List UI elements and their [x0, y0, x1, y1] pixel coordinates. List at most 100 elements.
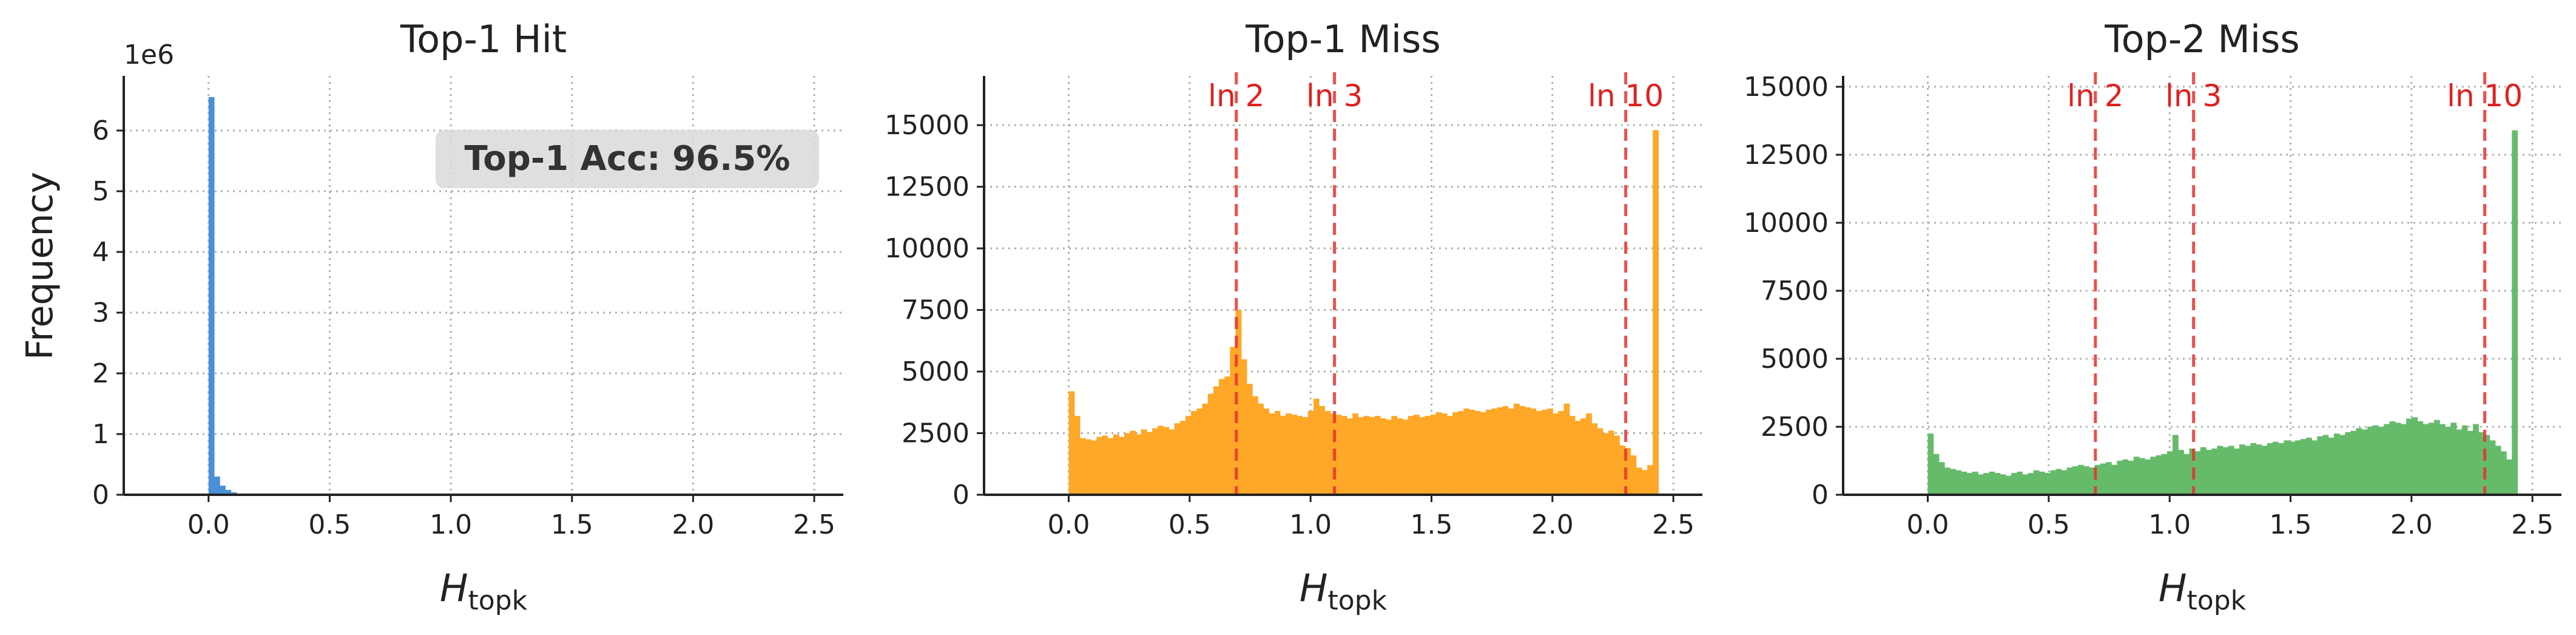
- x-tick-label: 1.5: [2270, 509, 2312, 540]
- y-tick-label: 10000: [885, 233, 969, 264]
- histogram-bar: [1463, 408, 1470, 495]
- reference-line-label: ln 10: [2447, 78, 2523, 114]
- histogram-bar: [1185, 416, 1192, 495]
- histogram-bar: [1135, 434, 1142, 495]
- histogram-bar: [2395, 423, 2401, 495]
- histogram-bar: [2005, 475, 2012, 495]
- histogram-bar: [1091, 440, 1097, 495]
- histogram-bar: [1291, 415, 1298, 495]
- histogram-bar: [1414, 415, 1420, 495]
- x-tick-label: 1.0: [1289, 509, 1332, 540]
- histogram-bar: [1966, 473, 1973, 495]
- histogram-bar: [2356, 428, 2362, 495]
- histogram-bar: [2284, 440, 2290, 495]
- histogram-bar: [1647, 465, 1653, 495]
- histogram-bar: [2228, 446, 2234, 495]
- histogram-bar: [1547, 408, 1553, 495]
- y-tick-label: 2500: [902, 418, 969, 449]
- chart-title: Top-2 Miss: [2104, 17, 2299, 61]
- histogram-bar: [1313, 398, 1320, 495]
- histogram-bar: [1352, 413, 1358, 495]
- histogram-bar: [2506, 459, 2512, 495]
- histogram-bar: [2233, 448, 2240, 495]
- accuracy-annotation: Top-1 Acc: 96.5%: [465, 139, 791, 178]
- histogram-bar: [1168, 429, 1175, 495]
- histogram-bar: [1346, 418, 1353, 495]
- histogram-bar: [1425, 416, 1431, 495]
- histogram-bar: [2367, 426, 2373, 495]
- histogram-bar: [1563, 403, 1570, 495]
- histogram-bar: [2166, 451, 2173, 495]
- histogram-bar: [2322, 435, 2329, 495]
- histogram-bar: [1174, 423, 1181, 495]
- histogram-bar: [2200, 447, 2207, 495]
- y-tick-label: 2: [92, 358, 109, 389]
- histogram-bar: [1158, 426, 1164, 495]
- y-tick-label: 4: [92, 237, 109, 268]
- histogram-bar: [1391, 416, 1398, 495]
- histogram-bar: [2128, 460, 2134, 495]
- histogram-bar: [1491, 408, 1498, 495]
- histogram-bar: [1369, 417, 1375, 495]
- histogram-bar: [1944, 467, 1951, 495]
- histogram-bar: [2417, 421, 2424, 495]
- reference-line-label: ln 3: [1306, 78, 1363, 114]
- histogram-bar: [2250, 443, 2257, 495]
- histogram-bar: [1213, 386, 1219, 495]
- histogram-bar: [1096, 436, 1103, 495]
- y-tick-label: 7500: [902, 295, 969, 326]
- y-tick-label: 0: [1812, 480, 1829, 511]
- histogram-bar: [2317, 436, 2324, 495]
- y-tick-label: 3: [92, 297, 109, 328]
- histogram-bar: [2133, 457, 2140, 495]
- x-tick-label: 1.5: [551, 509, 593, 540]
- y-tick-label: 15000: [885, 110, 969, 141]
- figure-ylabel: Frequency: [19, 172, 61, 360]
- histogram-bars: [1068, 130, 1659, 495]
- y-tick-label: 5000: [902, 356, 969, 387]
- histogram-bar: [1230, 347, 1236, 495]
- x-tick-label: 2.5: [793, 509, 835, 540]
- x-tick-label: 0.0: [187, 509, 230, 540]
- histogram-bar: [1113, 434, 1119, 495]
- histogram-bar: [1933, 453, 1940, 495]
- histogram-bar: [1163, 427, 1170, 495]
- chart-title: Top-1 Miss: [1245, 17, 1440, 61]
- histogram-bar: [2117, 460, 2123, 495]
- histogram-bar: [2450, 423, 2457, 495]
- histogram-bar: [1219, 379, 1225, 495]
- histogram-bar: [2000, 474, 2006, 495]
- histogram-bar: [1553, 413, 1559, 495]
- histogram-bar: [2306, 437, 2312, 495]
- histogram-bar: [2172, 435, 2179, 495]
- histogram-bar: [1141, 429, 1147, 495]
- histogram-bar: [1358, 417, 1364, 495]
- histogram-bar: [1602, 433, 1609, 495]
- histogram-bar: [1402, 419, 1409, 495]
- histogram-bar: [1196, 408, 1203, 495]
- histogram-bar: [1224, 376, 1231, 495]
- x-tick-label: 0.5: [1168, 509, 1211, 540]
- histogram-bar: [214, 477, 220, 495]
- y-tick-label: 6: [92, 115, 109, 146]
- histogram-bar: [1597, 428, 1603, 495]
- histogram-bar: [1574, 421, 1581, 495]
- histogram-bar: [1961, 471, 1967, 495]
- histogram-bar: [1586, 413, 1593, 495]
- histogram-bar: [2094, 464, 2101, 495]
- histogram-bar: [1536, 411, 1542, 495]
- histogram-bar: [2328, 437, 2335, 495]
- histogram-bar: [1580, 418, 1586, 495]
- histogram-bar: [2461, 425, 2468, 495]
- histogram-bar: [2433, 419, 2440, 495]
- histogram-bar: [2050, 470, 2057, 495]
- histogram-bar: [2156, 455, 2162, 495]
- histogram-bar: [1514, 403, 1520, 495]
- histogram-bar: [2122, 459, 2129, 495]
- histogram-bar: [1074, 416, 1081, 495]
- y-tick-label: 10000: [1744, 208, 1829, 239]
- histogram-bar: [2373, 425, 2379, 495]
- reference-line-label: ln 2: [2067, 78, 2123, 114]
- histogram-bar: [2261, 446, 2268, 495]
- x-tick-label: 2.0: [1531, 509, 1574, 540]
